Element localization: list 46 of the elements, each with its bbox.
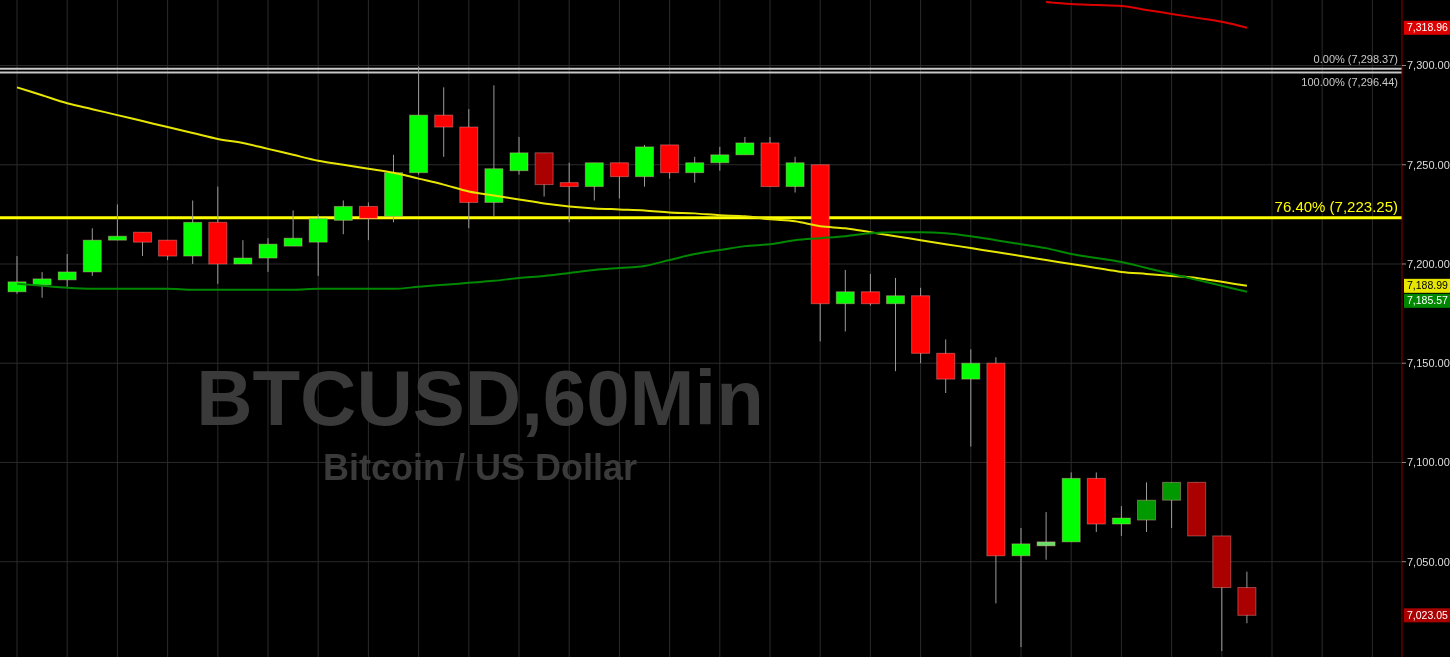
text: 7,318.96 [1407, 21, 1449, 34]
ref-line-label: 76.40% (7,223.25) [1274, 197, 1398, 215]
candlestick [158, 239, 178, 261]
y-tick-label: 7,250.00 [1407, 158, 1450, 171]
candlestick [258, 237, 278, 273]
candlestick [333, 199, 353, 235]
candlestick [308, 213, 328, 277]
text: Bitcoin / US Dollar [322, 447, 638, 488]
candlestick [1011, 527, 1031, 648]
text: BTCUSD,60Min [196, 354, 764, 442]
candlestick [886, 277, 905, 372]
candlestick [835, 269, 855, 332]
candlestick [1162, 481, 1182, 529]
candlestick [434, 86, 454, 158]
candlestick [961, 348, 981, 448]
candlestick [1111, 505, 1131, 537]
y-tick-label: 7,100.00 [1407, 456, 1450, 469]
candlestick [860, 273, 880, 307]
candlestick [509, 136, 529, 176]
candlestick [57, 253, 77, 289]
candlestick [133, 231, 152, 257]
line-series [16, 86, 1248, 287]
text: 7,185.57 [1407, 294, 1449, 307]
y-tick-label: 7,200.00 [1407, 257, 1450, 270]
candlestick [283, 209, 303, 247]
y-tick-label: 7,150.00 [1407, 357, 1450, 370]
line-series [1045, 0, 1248, 29]
candlestick [32, 271, 52, 299]
candlestick [685, 156, 705, 184]
text: 7,023.05 [1407, 608, 1449, 621]
candlestick [785, 156, 805, 194]
y-tick-label: 7,300.00 [1407, 59, 1450, 72]
candlestick [7, 255, 27, 295]
candlestick [1137, 481, 1156, 533]
ref-line-label: 0.00% (7,298.37) [1313, 52, 1398, 65]
text: 7,188.99 [1407, 279, 1449, 292]
candlestick [584, 162, 604, 201]
candlestick [559, 162, 579, 223]
candlestick [609, 162, 629, 199]
candlestick [710, 146, 730, 172]
candlestick [358, 201, 378, 241]
ref-line-label: 100.00% (7,296.44) [1301, 75, 1398, 88]
candlestick [233, 239, 253, 265]
y-tick-label: 7,050.00 [1407, 555, 1450, 568]
candlestick [107, 203, 127, 241]
candlestick [1036, 511, 1056, 561]
